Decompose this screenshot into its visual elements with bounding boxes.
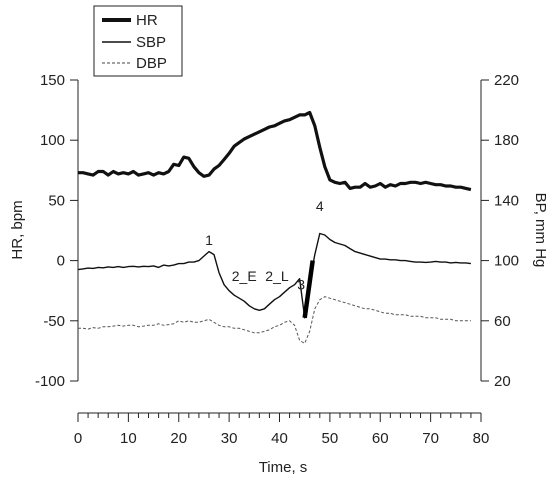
series-line-highlight bbox=[302, 260, 315, 319]
y-tick-label-left: 0 bbox=[57, 253, 65, 270]
legend-label-hr: HR bbox=[136, 12, 158, 29]
legend-label-sbp: SBP bbox=[136, 34, 166, 51]
y-tick-label-right: 140 bbox=[494, 192, 519, 209]
x-tick-label: 40 bbox=[271, 430, 288, 447]
legend-label-dbp: DBP bbox=[136, 55, 167, 72]
annotation-label: 2_L bbox=[265, 268, 289, 284]
y-tick-label-right: 100 bbox=[494, 253, 519, 270]
x-tick-label: 50 bbox=[322, 430, 339, 447]
x-axis-title: Time, s bbox=[259, 459, 308, 476]
y-tick-label-left: 100 bbox=[40, 132, 65, 149]
x-tick-label: 10 bbox=[120, 430, 137, 447]
x-tick-label: 60 bbox=[372, 430, 389, 447]
y-tick-label-right: 60 bbox=[494, 313, 511, 330]
y-axis-title-right: BP, mm Hg bbox=[532, 193, 549, 268]
series-line-dbp bbox=[78, 296, 471, 345]
x-tick-label: 20 bbox=[170, 430, 187, 447]
y-tick-label-right: 180 bbox=[494, 132, 519, 149]
y-tick-label-left: 50 bbox=[48, 192, 65, 209]
y-tick-label-right: 220 bbox=[494, 72, 519, 89]
series-line-sbp bbox=[77, 232, 471, 319]
legend: HR SBP DBP bbox=[93, 5, 183, 77]
y-axis-title-left: HR, bpm bbox=[9, 200, 26, 259]
annotation-label: 2_E bbox=[232, 268, 257, 284]
series-line-hr bbox=[78, 110, 472, 192]
y-tick-label-left: 150 bbox=[40, 72, 65, 89]
annotation-label: 1 bbox=[205, 232, 213, 248]
annotations: 1 2_E 2_L 3 4 bbox=[205, 198, 324, 292]
y-tick-label-left: -100 bbox=[35, 373, 65, 390]
x-tick-label: 70 bbox=[422, 430, 439, 447]
y-tick-label-right: 20 bbox=[494, 373, 511, 390]
annotation-label: 3 bbox=[297, 276, 305, 292]
y-tick-label-left: -50 bbox=[43, 313, 65, 330]
x-tick-label: 80 bbox=[473, 430, 490, 447]
x-tick-label: 30 bbox=[221, 430, 238, 447]
x-tick-label: 0 bbox=[74, 430, 82, 447]
legend-box bbox=[93, 5, 183, 77]
annotation-label: 4 bbox=[316, 198, 324, 214]
plot-lines bbox=[77, 110, 472, 345]
